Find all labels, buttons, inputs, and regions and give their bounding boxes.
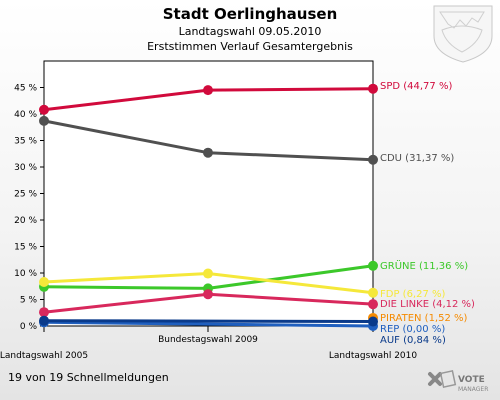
x-tick-label: Bundestagswahl 2009 (158, 335, 258, 345)
series-label-grüne: GRÜNE (11,36 %) (380, 259, 468, 272)
logo-main-text: VOTE (458, 375, 485, 385)
data-point-die-linke (203, 289, 213, 300)
y-tick-label: 40 % (14, 110, 37, 120)
series-label-piraten: PIRATEN (1,52 %) (380, 313, 468, 324)
series-label-die-linke: DIE LINKE (4,12 %) (380, 299, 475, 310)
x-tick-label: Landtagswahl 2010 (329, 351, 418, 361)
vote-manager-logo: VOTE MANAGER (428, 370, 488, 393)
data-point-fdp (39, 277, 49, 288)
data-point-auf (39, 315, 49, 326)
data-point-auf (368, 316, 378, 327)
y-tick-label: 20 % (14, 216, 37, 226)
y-tick-label: 10 % (14, 269, 37, 279)
data-point-spd (39, 104, 49, 115)
series-label-auf: AUF (0,84 %) (380, 335, 446, 346)
series-labels: SPD (44,77 %) CDU (31,37 %) GRÜNE (11,36 %… (380, 81, 475, 346)
logo-sub-text: MANAGER (458, 386, 488, 393)
x-axis: Landtagswahl 2005 Bundestagswahl 2009 Land… (0, 326, 417, 361)
plot-area (43, 60, 374, 327)
data-point-spd (203, 85, 213, 96)
cross-icon (428, 370, 457, 388)
chart-title: Stadt Oerlinghausen (163, 5, 338, 23)
y-tick-label: 45 % (14, 84, 37, 94)
data-point-cdu (368, 154, 378, 165)
chart-subtitle-description: Erststimmen Verlauf Gesamtergebnis (147, 40, 353, 53)
data-point-die-linke (39, 307, 49, 318)
x-tick-label: Landtagswahl 2005 (0, 351, 88, 361)
y-axis: 0 % 5 % 10 % 15 % 20 % 25 % 30 % 35 % 40 % 45 % (14, 84, 44, 332)
series-label-cdu: CDU (31,37 %) (380, 153, 454, 164)
series-label-rep: REP (0,00 %) (380, 324, 445, 335)
data-point-die-linke (368, 299, 378, 310)
data-point-spd (368, 83, 378, 94)
y-tick-label: 5 % (20, 296, 38, 306)
y-tick-label: 25 % (14, 190, 37, 200)
y-tick-label: 30 % (14, 163, 37, 173)
data-point-grüne (368, 260, 378, 271)
series-line-auf (43, 319, 374, 324)
coat-of-arms-icon (433, 5, 493, 63)
series-line-rep (43, 320, 374, 328)
series-label-fdp: FDP (6,27 %) (380, 289, 446, 300)
y-tick-label: 0 % (20, 322, 38, 332)
y-tick-label: 35 % (14, 137, 37, 147)
data-point-cdu (203, 147, 213, 158)
data-point-fdp (368, 287, 378, 298)
series-label-spd: SPD (44,77 %) (380, 81, 452, 92)
footer-note: 19 von 19 Schnellmeldungen (8, 371, 169, 384)
chart-subtitle-date: Landtagswahl 09.05.2010 (179, 25, 322, 38)
data-point-cdu (39, 115, 49, 126)
y-tick-label: 15 % (14, 243, 37, 253)
data-point-fdp (203, 268, 213, 279)
series-layer (39, 83, 378, 331)
